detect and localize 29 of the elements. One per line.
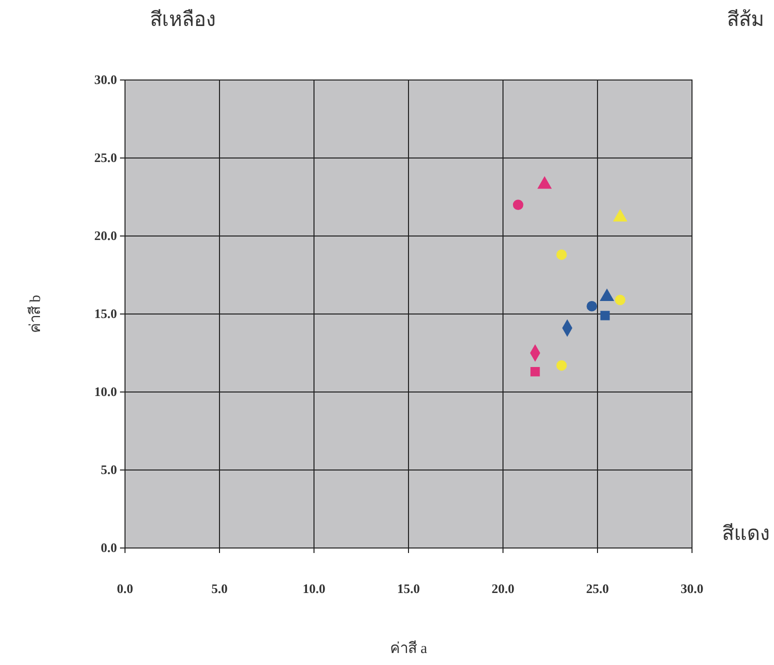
y-tick-label: 10.0 bbox=[94, 384, 117, 399]
y-tick-label: 0.0 bbox=[100, 540, 117, 555]
point bbox=[586, 300, 598, 312]
point bbox=[600, 289, 614, 302]
point bbox=[512, 200, 524, 210]
x-tick-label: 20.0 bbox=[492, 581, 514, 596]
y-tick-label: 25.0 bbox=[94, 150, 117, 165]
text: สีส้ม bbox=[727, 9, 764, 31]
point bbox=[614, 294, 626, 306]
text: สีเหลือง bbox=[150, 9, 216, 31]
point bbox=[556, 360, 567, 371]
y-axis-title: ค่าสี b bbox=[27, 294, 44, 334]
y-tick-label: 20.0 bbox=[94, 228, 117, 243]
y-tick-label: 15.0 bbox=[94, 306, 117, 321]
point bbox=[613, 209, 628, 222]
x-tick-label: 25.0 bbox=[586, 581, 609, 596]
x-tick-label: 15.0 bbox=[397, 581, 420, 596]
x-tick-label: 10.0 bbox=[302, 581, 326, 596]
x-tick-label: 5.0 bbox=[211, 581, 228, 596]
x-tick-label: 0.0 bbox=[116, 581, 134, 596]
point bbox=[538, 176, 552, 189]
point bbox=[600, 310, 610, 320]
text: สีแดง bbox=[722, 523, 770, 545]
y-tick-label: 30.0 bbox=[94, 72, 117, 87]
x-tick-label: 30.0 bbox=[680, 581, 704, 596]
point bbox=[530, 367, 540, 376]
x-axis-title: ค่าสี a bbox=[390, 640, 428, 657]
point bbox=[556, 250, 567, 260]
y-tick-label: 5.0 bbox=[100, 462, 117, 477]
